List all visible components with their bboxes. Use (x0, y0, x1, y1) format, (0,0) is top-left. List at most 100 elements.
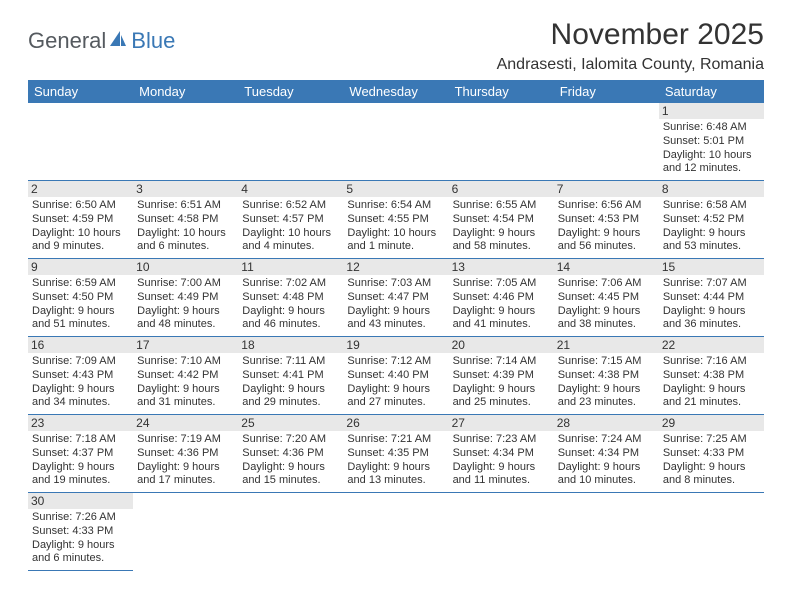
day-number: 4 (238, 181, 343, 197)
day-number: 8 (659, 181, 764, 197)
daylight-text: Daylight: 9 hours and 38 minutes. (558, 305, 655, 333)
day-info: Sunrise: 7:24 AMSunset: 4:34 PMDaylight:… (558, 433, 655, 488)
day-number: 25 (238, 415, 343, 431)
day-number: 28 (554, 415, 659, 431)
weekday-header: Friday (554, 80, 659, 103)
sunrise-text: Sunrise: 7:15 AM (558, 355, 655, 369)
sunset-text: Sunset: 4:59 PM (32, 213, 129, 227)
daylight-text: Daylight: 9 hours and 36 minutes. (663, 305, 760, 333)
calendar-week: 2Sunrise: 6:50 AMSunset: 4:59 PMDaylight… (28, 181, 764, 259)
sunrise-text: Sunrise: 6:48 AM (663, 121, 760, 135)
daylight-text: Daylight: 9 hours and 8 minutes. (663, 461, 760, 489)
weekday-row: SundayMondayTuesdayWednesdayThursdayFrid… (28, 80, 764, 103)
sunrise-text: Sunrise: 7:12 AM (347, 355, 444, 369)
day-info: Sunrise: 7:26 AMSunset: 4:33 PMDaylight:… (32, 511, 129, 566)
calendar-day: 1Sunrise: 6:48 AMSunset: 5:01 PMDaylight… (659, 103, 764, 181)
calendar-empty (238, 103, 343, 181)
calendar-day: 12Sunrise: 7:03 AMSunset: 4:47 PMDayligh… (343, 259, 448, 337)
daylight-text: Daylight: 10 hours and 1 minute. (347, 227, 444, 255)
day-info: Sunrise: 7:09 AMSunset: 4:43 PMDaylight:… (32, 355, 129, 410)
sunrise-text: Sunrise: 7:02 AM (242, 277, 339, 291)
day-info: Sunrise: 7:23 AMSunset: 4:34 PMDaylight:… (453, 433, 550, 488)
calendar-week: 30 Sunrise: 7:26 AMSunset: 4:33 PMDayligh… (28, 493, 764, 571)
day-info: Sunrise: 7:06 AMSunset: 4:45 PMDaylight:… (558, 277, 655, 332)
calendar-day: 17Sunrise: 7:10 AMSunset: 4:42 PMDayligh… (133, 337, 238, 415)
day-number: 18 (238, 337, 343, 353)
sunrise-text: Sunrise: 7:18 AM (32, 433, 129, 447)
daylight-text: Daylight: 9 hours and 46 minutes. (242, 305, 339, 333)
sunset-text: Sunset: 4:54 PM (453, 213, 550, 227)
calendar-day: 22 Sunrise: 7:16 AMSunset: 4:38 PMDayligh… (659, 337, 764, 415)
calendar-empty (238, 493, 343, 571)
sunset-text: Sunset: 4:39 PM (453, 369, 550, 383)
sunrise-text: Sunrise: 7:09 AM (32, 355, 129, 369)
calendar-day: 19Sunrise: 7:12 AMSunset: 4:40 PMDayligh… (343, 337, 448, 415)
day-info: Sunrise: 7:11 AMSunset: 4:41 PMDaylight:… (242, 355, 339, 410)
calendar-day: 6Sunrise: 6:55 AMSunset: 4:54 PMDaylight… (449, 181, 554, 259)
day-number: 17 (133, 337, 238, 353)
day-info: Sunrise: 7:03 AMSunset: 4:47 PMDaylight:… (347, 277, 444, 332)
calendar-day: 3Sunrise: 6:51 AMSunset: 4:58 PMDaylight… (133, 181, 238, 259)
daylight-text: Daylight: 9 hours and 10 minutes. (558, 461, 655, 489)
sunrise-text: Sunrise: 7:19 AM (137, 433, 234, 447)
day-number: 20 (449, 337, 554, 353)
daylight-text: Daylight: 10 hours and 12 minutes. (663, 149, 760, 177)
sunrise-text: Sunrise: 7:25 AM (663, 433, 760, 447)
day-number: 14 (554, 259, 659, 275)
daylight-text: Daylight: 9 hours and 43 minutes. (347, 305, 444, 333)
calendar-empty (659, 493, 764, 571)
calendar-week: 1Sunrise: 6:48 AMSunset: 5:01 PMDaylight… (28, 103, 764, 181)
sunrise-text: Sunrise: 7:10 AM (137, 355, 234, 369)
day-info: Sunrise: 7:25 AMSunset: 4:33 PMDaylight:… (663, 433, 760, 488)
day-info: Sunrise: 7:05 AMSunset: 4:46 PMDaylight:… (453, 277, 550, 332)
day-info: Sunrise: 7:15 AMSunset: 4:38 PMDaylight:… (558, 355, 655, 410)
daylight-text: Daylight: 9 hours and 56 minutes. (558, 227, 655, 255)
day-info: Sunrise: 7:21 AMSunset: 4:35 PMDaylight:… (347, 433, 444, 488)
sunrise-text: Sunrise: 6:55 AM (453, 199, 550, 213)
day-info: Sunrise: 7:12 AMSunset: 4:40 PMDaylight:… (347, 355, 444, 410)
day-number: 11 (238, 259, 343, 275)
day-number: 16 (28, 337, 133, 353)
sunset-text: Sunset: 4:58 PM (137, 213, 234, 227)
day-number: 26 (343, 415, 448, 431)
daylight-text: Daylight: 9 hours and 13 minutes. (347, 461, 444, 489)
sunrise-text: Sunrise: 7:16 AM (663, 355, 760, 369)
calendar-day: 9Sunrise: 6:59 AMSunset: 4:50 PMDaylight… (28, 259, 133, 337)
title-block: November 2025 Andrasesti, Ialomita Count… (497, 18, 764, 74)
calendar-empty (554, 103, 659, 181)
calendar-day: 25 Sunrise: 7:20 AMSunset: 4:36 PMDayligh… (238, 415, 343, 493)
sail-icon (108, 29, 128, 54)
sunrise-text: Sunrise: 7:14 AM (453, 355, 550, 369)
day-info: Sunrise: 7:16 AMSunset: 4:38 PMDaylight:… (663, 355, 760, 410)
sunrise-text: Sunrise: 7:21 AM (347, 433, 444, 447)
day-number: 23 (28, 415, 133, 431)
day-info: Sunrise: 7:07 AMSunset: 4:44 PMDaylight:… (663, 277, 760, 332)
daylight-text: Daylight: 9 hours and 15 minutes. (242, 461, 339, 489)
sunset-text: Sunset: 4:49 PM (137, 291, 234, 305)
calendar-day: 10Sunrise: 7:00 AMSunset: 4:49 PMDayligh… (133, 259, 238, 337)
sunset-text: Sunset: 4:44 PM (663, 291, 760, 305)
calendar-week: 16 Sunrise: 7:09 AMSunset: 4:43 PMDayligh… (28, 337, 764, 415)
day-info: Sunrise: 7:20 AMSunset: 4:36 PMDaylight:… (242, 433, 339, 488)
daylight-text: Daylight: 9 hours and 25 minutes. (453, 383, 550, 411)
day-number: 22 (659, 337, 764, 353)
day-info: Sunrise: 6:58 AMSunset: 4:52 PMDaylight:… (663, 199, 760, 254)
calendar-day: 15 Sunrise: 7:07 AMSunset: 4:44 PMDayligh… (659, 259, 764, 337)
sunrise-text: Sunrise: 6:59 AM (32, 277, 129, 291)
sunrise-text: Sunrise: 7:06 AM (558, 277, 655, 291)
day-number: 15 (659, 259, 764, 275)
sunrise-text: Sunrise: 7:24 AM (558, 433, 655, 447)
daylight-text: Daylight: 9 hours and 11 minutes. (453, 461, 550, 489)
sunset-text: Sunset: 4:45 PM (558, 291, 655, 305)
day-number: 30 (28, 493, 133, 509)
sunset-text: Sunset: 4:57 PM (242, 213, 339, 227)
day-number: 27 (449, 415, 554, 431)
sunrise-text: Sunrise: 7:07 AM (663, 277, 760, 291)
sunrise-text: Sunrise: 7:23 AM (453, 433, 550, 447)
calendar-empty (554, 493, 659, 571)
day-number: 1 (659, 103, 764, 119)
calendar-day: 11Sunrise: 7:02 AMSunset: 4:48 PMDayligh… (238, 259, 343, 337)
sunrise-text: Sunrise: 6:51 AM (137, 199, 234, 213)
daylight-text: Daylight: 9 hours and 19 minutes. (32, 461, 129, 489)
day-number: 6 (449, 181, 554, 197)
